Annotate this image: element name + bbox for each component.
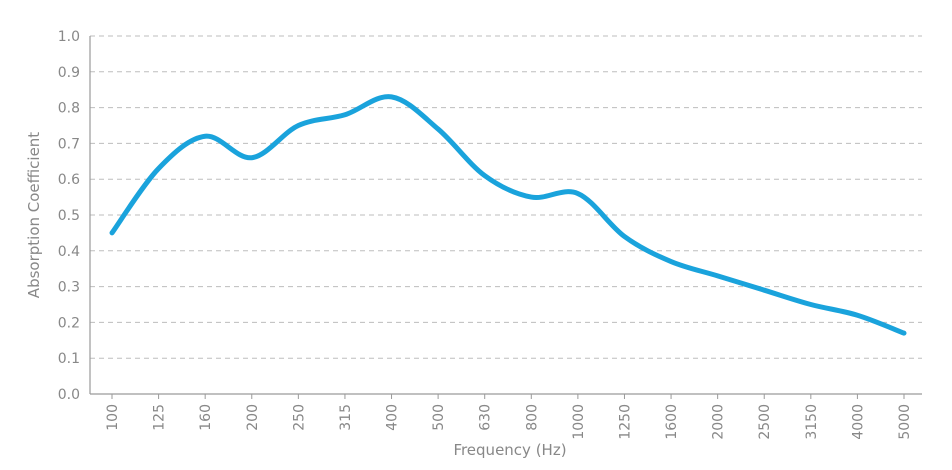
y-tick-label: 1.0	[58, 29, 80, 45]
x-tick-label: 1250	[617, 404, 633, 440]
x-tick-label: 4000	[850, 404, 866, 440]
y-tick-label: 0.4	[58, 244, 80, 260]
x-tick-label: 160	[198, 404, 214, 431]
y-tick-label: 0.1	[58, 351, 80, 367]
x-tick-label: 800	[524, 404, 540, 431]
x-tick-label: 125	[152, 404, 168, 431]
y-tick-label: 0.8	[58, 101, 80, 117]
y-tick-label: 0.9	[58, 65, 80, 81]
x-tick-label: 1000	[571, 404, 587, 440]
y-tick-labels: 0.0 0.1 0.2 0.3 0.4 0.5 0.6 0.7 0.8 0.9 1.0	[58, 29, 80, 403]
y-axis-title: Absorption Coefficient	[25, 132, 43, 298]
y-tick-label: 0.2	[58, 315, 80, 331]
grid-lines	[90, 35, 922, 359]
y-tick-label: 0.0	[58, 387, 80, 403]
y-tick-label: 0.6	[58, 172, 80, 188]
y-tick-label: 0.7	[58, 136, 80, 152]
x-tick-label: 2500	[757, 404, 773, 440]
x-tick-labels: 100 125 160 200 250 315 400 500 630 800 1000 1250 16…	[105, 404, 913, 440]
x-tick-label: 315	[338, 404, 354, 431]
series-layer	[109, 94, 907, 336]
x-tick-label: 250	[291, 404, 307, 431]
x-axis-title: Frequency (Hz)	[453, 441, 566, 459]
x-tick-label: 400	[385, 404, 401, 431]
x-tick-label: 2000	[711, 404, 727, 440]
y-tick-label: 0.5	[58, 208, 80, 224]
x-tick-label: 630	[478, 404, 494, 431]
x-tick-label: 3150	[804, 404, 820, 440]
y-tick-label: 0.3	[58, 280, 80, 296]
series-line	[109, 94, 907, 336]
x-tick-label: 5000	[897, 404, 913, 440]
x-tick-label: 500	[431, 404, 447, 431]
axes	[89, 36, 922, 399]
x-tick-label: 200	[245, 404, 261, 431]
x-tick-label: 1600	[664, 404, 680, 440]
x-tick-label: 100	[105, 404, 121, 431]
